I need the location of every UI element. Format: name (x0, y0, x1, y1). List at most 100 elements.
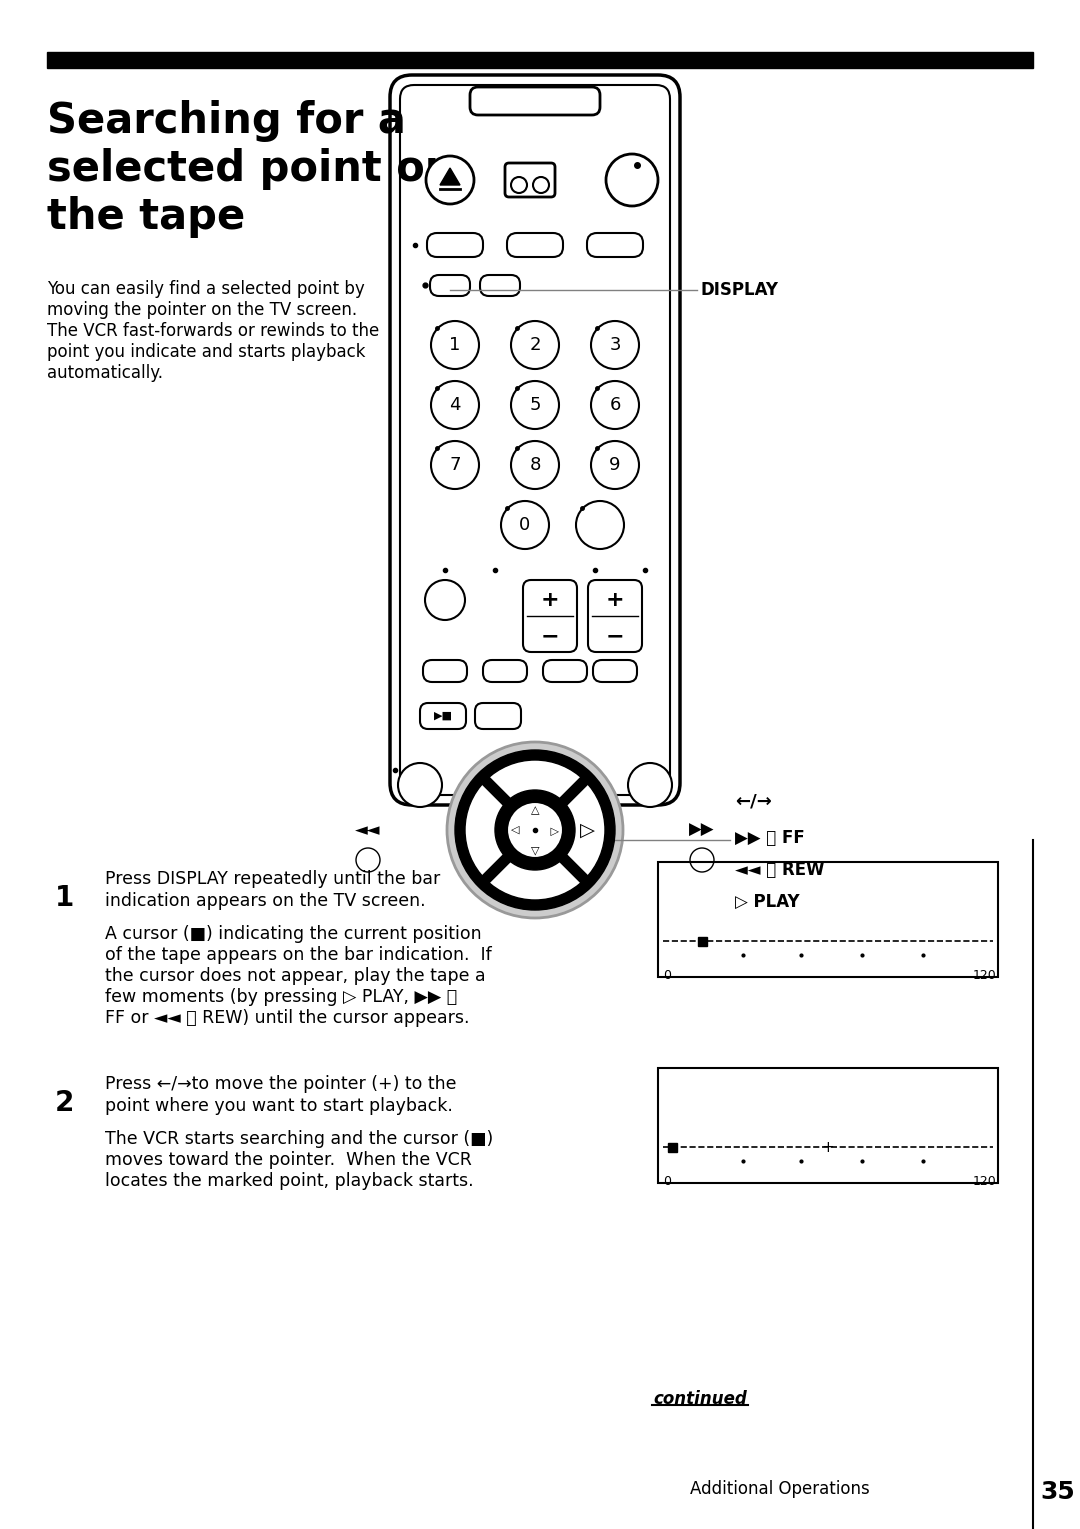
Bar (527, 888, 543, 904)
Text: ⇧: ⇧ (528, 771, 541, 786)
Text: +: + (822, 1139, 835, 1154)
Text: 4: 4 (449, 396, 461, 414)
Text: ◄◄: ◄◄ (355, 821, 381, 839)
Text: 3: 3 (609, 336, 621, 355)
FancyBboxPatch shape (523, 579, 577, 651)
FancyBboxPatch shape (420, 703, 465, 729)
Bar (658, 862, 998, 977)
Text: The VCR fast-forwards or rewinds to the: The VCR fast-forwards or rewinds to the (48, 323, 379, 339)
FancyBboxPatch shape (543, 661, 588, 682)
Text: 120: 120 (973, 1174, 997, 1188)
Text: Additional Operations: Additional Operations (690, 1480, 870, 1498)
Text: automatically.: automatically. (48, 364, 163, 382)
FancyBboxPatch shape (390, 75, 680, 804)
Text: the tape: the tape (48, 196, 245, 239)
Text: 1: 1 (55, 884, 75, 911)
Bar (698, 937, 707, 946)
Circle shape (431, 321, 480, 368)
Text: ◄◄ ⏪ REW: ◄◄ ⏪ REW (735, 861, 824, 879)
Circle shape (431, 381, 480, 430)
Polygon shape (440, 168, 460, 185)
Text: Press ←/→to move the pointer (+) to the: Press ←/→to move the pointer (+) to the (105, 1075, 457, 1093)
Text: 6: 6 (609, 396, 621, 414)
Text: the cursor does not appear, play the tape a: the cursor does not appear, play the tap… (105, 966, 486, 985)
FancyBboxPatch shape (507, 232, 563, 257)
Text: ▶■: ▶■ (433, 711, 453, 722)
Text: ◁: ◁ (551, 826, 559, 835)
FancyBboxPatch shape (588, 579, 642, 651)
Text: ▷ PLAY: ▷ PLAY (735, 893, 799, 911)
Circle shape (507, 803, 563, 858)
FancyBboxPatch shape (475, 703, 521, 729)
Text: moves toward the pointer.  When the VCR: moves toward the pointer. When the VCR (105, 1151, 472, 1170)
FancyBboxPatch shape (588, 232, 643, 257)
Circle shape (591, 321, 639, 368)
Circle shape (511, 321, 559, 368)
FancyBboxPatch shape (470, 87, 600, 115)
Text: 35: 35 (1041, 1480, 1076, 1505)
FancyBboxPatch shape (483, 661, 527, 682)
Text: 0: 0 (663, 969, 671, 982)
Text: selected point on: selected point on (48, 148, 455, 190)
Text: ▽: ▽ (530, 846, 539, 855)
Text: DISPLAY: DISPLAY (700, 281, 778, 300)
Text: indication appears on the TV screen.: indication appears on the TV screen. (105, 891, 426, 910)
Text: ▶▶ ⏩ FF: ▶▶ ⏩ FF (735, 829, 805, 847)
Text: 2: 2 (529, 336, 541, 355)
Text: 0: 0 (519, 515, 530, 534)
Circle shape (511, 440, 559, 489)
Text: locates the marked point, playback starts.: locates the marked point, playback start… (105, 1173, 474, 1190)
Circle shape (455, 751, 615, 910)
Text: 9: 9 (609, 456, 621, 474)
Text: 7: 7 (449, 456, 461, 474)
Circle shape (426, 156, 474, 203)
Text: continued: continued (653, 1390, 747, 1408)
Bar (48, 52, 1032, 67)
Circle shape (591, 381, 639, 430)
Text: moving the pointer on the TV screen.: moving the pointer on the TV screen. (48, 301, 357, 320)
Circle shape (627, 763, 672, 807)
Bar (669, 1144, 677, 1151)
Circle shape (447, 742, 623, 917)
Text: few moments (by pressing ▷ PLAY, ▶▶ ⏩: few moments (by pressing ▷ PLAY, ▶▶ ⏩ (105, 988, 457, 1006)
FancyBboxPatch shape (505, 164, 555, 197)
Text: 120: 120 (973, 969, 997, 982)
Text: +: + (606, 590, 624, 610)
Circle shape (426, 579, 465, 619)
Text: △: △ (530, 804, 539, 815)
Text: A cursor (■) indicating the current position: A cursor (■) indicating the current posi… (105, 925, 482, 943)
Text: 2: 2 (55, 1089, 75, 1118)
FancyBboxPatch shape (400, 86, 670, 795)
Circle shape (431, 440, 480, 489)
Circle shape (495, 790, 575, 870)
Bar (658, 1067, 998, 1183)
Text: Searching for a: Searching for a (48, 99, 406, 142)
FancyBboxPatch shape (593, 661, 637, 682)
Text: +: + (541, 590, 559, 610)
FancyBboxPatch shape (480, 275, 519, 297)
Text: of the tape appears on the bar indication.  If: of the tape appears on the bar indicatio… (105, 946, 491, 963)
Text: The VCR starts searching and the cursor (■): The VCR starts searching and the cursor … (105, 1130, 494, 1148)
Circle shape (465, 760, 605, 901)
Text: ←/→: ←/→ (735, 794, 772, 810)
FancyBboxPatch shape (427, 232, 483, 257)
Text: −: − (541, 625, 559, 645)
Text: ‖: ‖ (530, 751, 540, 772)
Text: point you indicate and starts playback: point you indicate and starts playback (48, 342, 365, 361)
Circle shape (576, 502, 624, 549)
FancyBboxPatch shape (430, 275, 470, 297)
Text: ▶▶: ▶▶ (689, 821, 715, 839)
Text: 0: 0 (663, 1174, 671, 1188)
Circle shape (511, 381, 559, 430)
Text: ⇩: ⇩ (528, 875, 541, 890)
Text: 5: 5 (529, 396, 541, 414)
Text: FF or ◄◄ ⏪ REW) until the cursor appears.: FF or ◄◄ ⏪ REW) until the cursor appears… (105, 1009, 470, 1027)
Text: Press DISPLAY repeatedly until the bar: Press DISPLAY repeatedly until the bar (105, 870, 441, 888)
Text: ▷: ▷ (580, 821, 594, 839)
Text: 1: 1 (449, 336, 461, 355)
Text: 8: 8 (529, 456, 541, 474)
Text: point where you want to start playback.: point where you want to start playback. (105, 1096, 453, 1115)
Text: −: − (606, 625, 624, 645)
Circle shape (501, 502, 549, 549)
FancyBboxPatch shape (423, 661, 467, 682)
